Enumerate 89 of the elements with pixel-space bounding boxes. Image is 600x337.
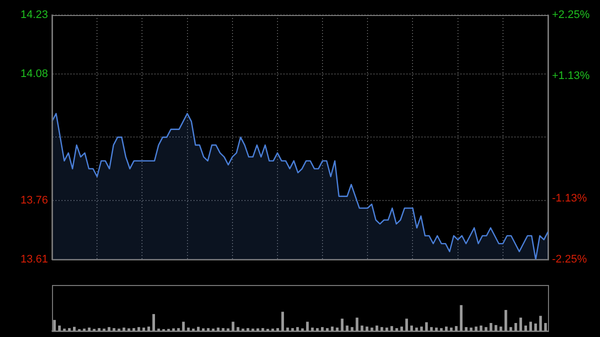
bar — [370, 328, 374, 331]
bar — [222, 328, 224, 331]
bar — [236, 327, 240, 331]
y-tick-label: 14.23 — [20, 9, 48, 22]
bar — [464, 327, 468, 331]
bar — [376, 326, 378, 331]
bar — [490, 323, 492, 331]
bar — [108, 327, 110, 331]
bar — [122, 328, 126, 331]
bar — [177, 328, 180, 331]
bar — [182, 322, 185, 331]
bar — [454, 326, 458, 331]
bar — [524, 326, 528, 331]
bar — [286, 328, 289, 331]
bar — [336, 328, 339, 331]
bar — [474, 326, 478, 331]
bar — [360, 326, 364, 331]
bar — [440, 328, 443, 331]
bar — [206, 328, 210, 331]
bar — [470, 328, 472, 331]
bar — [216, 328, 220, 331]
bar — [534, 324, 537, 331]
bar — [340, 318, 344, 331]
bar — [98, 328, 100, 331]
bar — [529, 322, 532, 331]
y2-tick-label: -1.13% — [552, 192, 588, 205]
bar — [187, 328, 190, 331]
bar — [142, 328, 146, 331]
bar — [72, 326, 76, 331]
bar — [405, 318, 408, 331]
bar — [366, 326, 368, 331]
bar — [460, 305, 463, 331]
bar — [435, 328, 438, 331]
bar — [346, 326, 348, 331]
bar — [232, 322, 234, 331]
bar — [296, 327, 299, 331]
bar — [484, 327, 488, 331]
bar — [400, 326, 404, 331]
bar — [53, 320, 56, 331]
bar — [504, 310, 508, 331]
y-tick-label: 14.08 — [20, 68, 48, 80]
bar — [132, 328, 136, 331]
bar — [385, 328, 388, 331]
bar — [326, 328, 329, 331]
bar — [276, 328, 280, 331]
bar — [480, 326, 482, 331]
bar — [539, 316, 542, 331]
bar — [544, 323, 547, 331]
bar — [390, 326, 394, 331]
bar — [519, 318, 522, 331]
bar — [281, 312, 284, 331]
bar — [425, 322, 428, 331]
bar — [420, 326, 423, 331]
bar — [330, 326, 334, 331]
bar — [306, 322, 309, 331]
bar — [172, 328, 175, 331]
bar — [68, 328, 71, 331]
y-tick-label: 13.76 — [20, 194, 48, 206]
bar — [196, 326, 200, 331]
bar — [137, 327, 140, 331]
bar — [152, 314, 156, 331]
bar — [450, 328, 453, 331]
bar — [112, 328, 116, 331]
bar — [494, 325, 498, 331]
y-tick-label: 13.61 — [20, 253, 48, 266]
y2-tick-label: -2.25% — [552, 253, 588, 266]
bar — [147, 326, 150, 331]
bar — [261, 328, 264, 331]
bar — [415, 328, 418, 331]
bar — [291, 328, 294, 331]
bar — [320, 327, 324, 331]
bar — [509, 327, 512, 331]
bar — [316, 328, 319, 331]
y2-tick-label: +1.13% — [552, 70, 590, 82]
bar — [430, 327, 433, 331]
bar — [311, 328, 314, 331]
bar — [410, 326, 413, 331]
bar — [444, 326, 448, 331]
bar — [514, 323, 518, 331]
bar — [395, 328, 398, 331]
bar — [301, 328, 304, 331]
bar — [88, 328, 91, 331]
bar — [350, 327, 354, 331]
y2-tick-label: +2.25% — [552, 9, 590, 22]
bar — [356, 318, 358, 331]
bar — [380, 327, 384, 331]
bar — [246, 328, 250, 331]
bar — [58, 326, 61, 331]
bar — [500, 326, 502, 331]
